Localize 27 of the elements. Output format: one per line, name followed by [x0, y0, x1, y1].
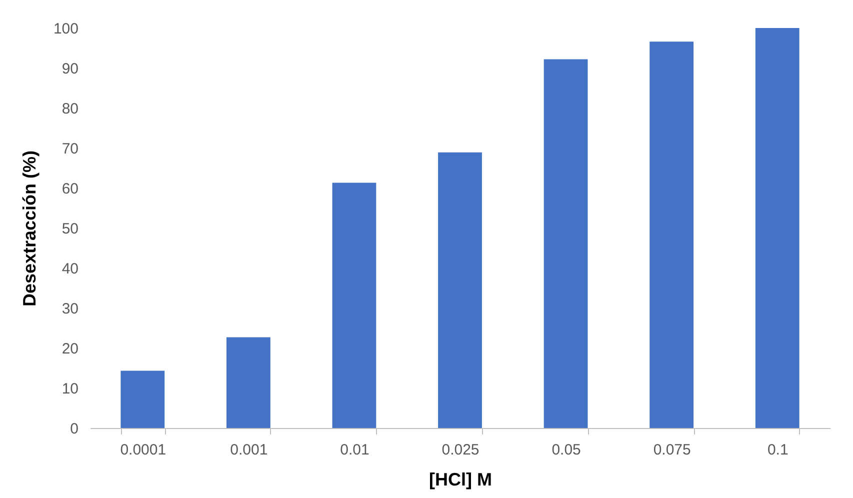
x-axis-title: [HCl] M	[429, 470, 492, 490]
bar	[438, 152, 482, 428]
y-tick-label: 20	[62, 340, 78, 358]
y-tick-label: 100	[53, 20, 78, 38]
bar	[332, 182, 376, 428]
x-tick-label: 0.001	[230, 442, 268, 458]
y-tick-label: 0	[70, 420, 78, 438]
y-tick-label: 80	[62, 100, 78, 118]
x-tick-label: 0.025	[442, 442, 480, 458]
x-tick-label: 0.05	[552, 442, 581, 458]
y-tick-label: 40	[62, 260, 78, 278]
bar	[544, 59, 588, 428]
y-tick-label: 10	[62, 380, 78, 398]
y-tick-label: 90	[62, 60, 78, 78]
y-axis-title: Desextracción (%)	[19, 150, 40, 307]
x-tick-label: 0.0001	[120, 442, 166, 458]
x-tick-label: 0.01	[340, 442, 370, 458]
x-tick-label: 0.1	[767, 442, 788, 458]
y-tick-label: 30	[62, 300, 78, 318]
bar	[755, 28, 800, 428]
bar	[226, 337, 270, 428]
x-tick-label: 0.075	[653, 442, 691, 458]
y-tick-label: 50	[62, 220, 78, 238]
bar	[650, 42, 694, 428]
y-tick-label: 60	[62, 180, 78, 198]
y-tick-label: 70	[62, 140, 78, 158]
bar	[120, 370, 165, 428]
